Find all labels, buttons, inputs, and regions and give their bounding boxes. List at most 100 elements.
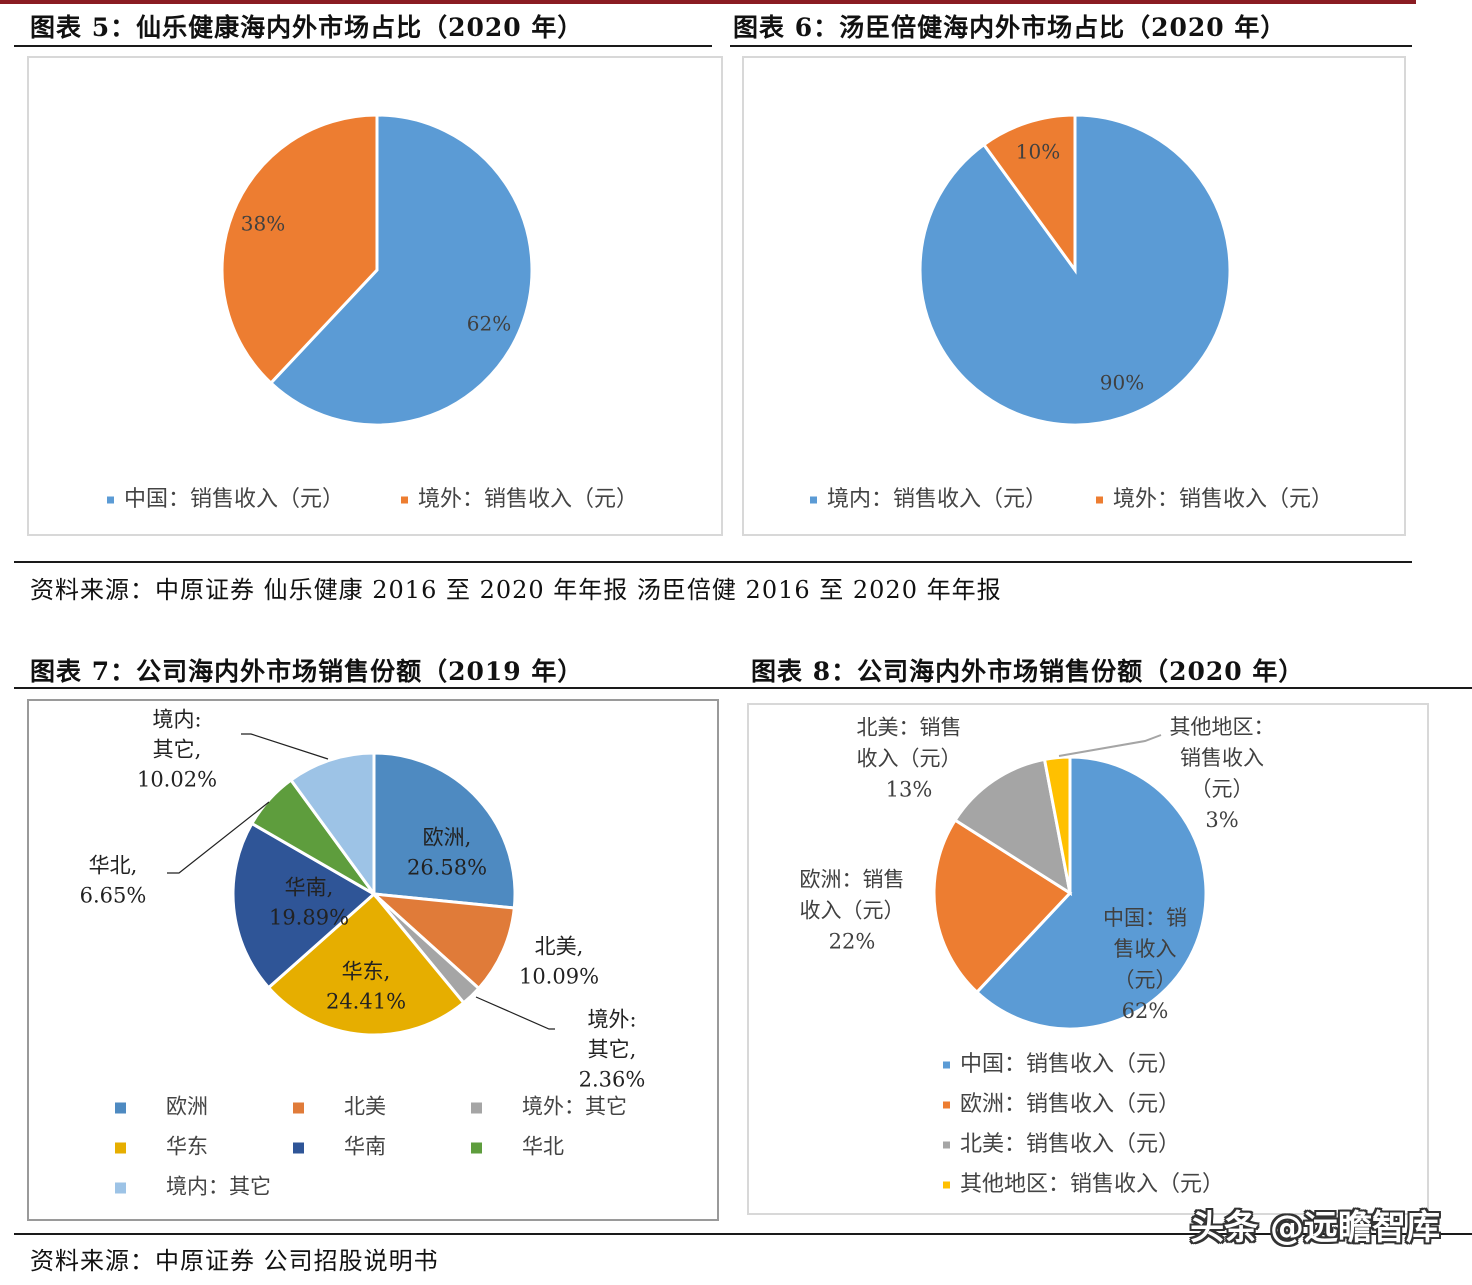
figure-8-pie-chart: 中国：销售收入（元）62%欧洲：销售收入（元）22%北美：销售收入（元）13%其…: [800, 715, 1275, 1197]
figure-6-rule: [730, 45, 1412, 47]
legend-item-2: 境外：销售收入（元）: [1096, 487, 1333, 512]
legend-label: 境外：其它: [522, 1095, 627, 1119]
leader-line-other-regions: [1058, 734, 1162, 757]
legend-marker: [943, 1141, 950, 1149]
pie-slice-1: [372, 751, 517, 910]
legend-marker: [471, 1102, 482, 1114]
data-label-1-line-1: 62%: [467, 312, 511, 336]
leader-line-north-china: [167, 801, 270, 874]
legend-item-4: 华东: [115, 1135, 208, 1159]
pie-slice-2: [932, 818, 1073, 995]
pie-slice-2: [369, 892, 516, 991]
data-label-2: 38%: [241, 212, 285, 236]
data-label-6-line-2: 6.65%: [80, 884, 147, 908]
legend-marker: [115, 1142, 126, 1154]
source-rule-top: [14, 561, 1412, 563]
pie-slice-4: [266, 891, 466, 1037]
legend-label: 北美：销售收入（元）: [960, 1132, 1180, 1157]
pie-slice-3: [953, 757, 1073, 897]
data-label-2: 欧洲：销售收入（元） 22%: [800, 868, 905, 954]
data-label-1: 欧洲, 26.58%: [407, 826, 487, 880]
data-label-2-line-1: 10%: [1016, 140, 1060, 164]
legend-label: 华北: [522, 1135, 564, 1159]
data-label-4-line-2: 销售收入: [1180, 746, 1264, 770]
data-label-1-line-3: （元）: [1114, 968, 1177, 992]
pie-slice-2: [220, 113, 379, 386]
figure-5-chart-frame: 62% 38% 中国：销售收入（元） 境外：销售收入（元）: [27, 56, 723, 536]
data-label-1-line-2: 售收入: [1114, 937, 1177, 961]
legend-label: 欧洲：销售收入（元）: [960, 1092, 1180, 1117]
data-label-2-line-1: 欧洲：销售: [800, 868, 905, 892]
legend-item-3: 境外：其它: [471, 1095, 627, 1119]
figure-6-pie-chart: 90% 10% 境内：销售收入（元） 境外：销售收入（元）: [810, 113, 1333, 512]
figure-8-title: 图表 8：公司海内外市场销售份额（2020 年）: [751, 657, 1305, 686]
pie-slice-1: [974, 755, 1208, 1031]
data-label-7-line-2: 其它,: [153, 738, 202, 762]
data-label-7: 境内: 其它, 10.02%: [137, 708, 217, 792]
legend-item-6: 华北: [471, 1135, 564, 1159]
data-label-2-line-2: 收入（元）: [800, 899, 905, 923]
figure-5-title: 图表 5：仙乐健康海内外市场占比（2020 年）: [30, 13, 584, 42]
source-rule-bottom: [14, 1233, 1472, 1235]
legend-label: 华东: [166, 1135, 208, 1159]
data-label-4-line-1: 华东,: [342, 960, 391, 984]
legend-item-7: 境内：其它: [115, 1175, 271, 1199]
legend-label: 境外：销售收入（元）: [1113, 487, 1333, 512]
legend-label: 其他地区：销售收入（元）: [960, 1172, 1224, 1197]
data-label-1: 中国：销售收入 （元） 62%: [1103, 906, 1187, 1023]
legend-label: 境外：销售收入（元）: [418, 487, 638, 512]
data-label-1-line-1: 欧洲,: [423, 826, 472, 850]
figure-5-pie-chart: 62% 38% 中国：销售收入（元） 境外：销售收入（元）: [107, 113, 638, 512]
data-label-4-line-1: 其他地区：: [1170, 715, 1275, 739]
data-label-3-line-3: 13%: [886, 778, 933, 802]
figure-6-chart-frame: 90% 10% 境内：销售收入（元） 境外：销售收入（元）: [742, 56, 1406, 536]
figure-8-chart-frame: 中国：销 售收入 （元） 62% 欧洲：销售 收入（元） 22% 北美：销售 收入（元） 13% 其…: [747, 703, 1429, 1215]
legend-item-1: 境内：销售收入（元）: [810, 487, 1047, 512]
pie-slice-1: [268, 113, 534, 427]
data-label-6: 华北, 6.65%: [80, 854, 147, 908]
data-label-3-line-1: 境外:: [587, 1008, 636, 1032]
figure-5-rule: [14, 45, 712, 47]
data-label-3: 北美：销售收入（元） 13%: [857, 716, 962, 802]
data-label-3: 境外: 其它, 2.36%: [579, 1008, 646, 1092]
legend-marker: [1096, 496, 1103, 504]
legend-label: 境内：销售收入（元）: [827, 487, 1047, 512]
data-label-7-line-1: 境内:: [152, 708, 201, 732]
legend-item-5: 华南: [293, 1135, 386, 1159]
source-note-bottom: 资料来源：中原证券 公司招股说明书: [30, 1247, 439, 1275]
legend-marker: [943, 1101, 950, 1109]
legend-marker: [401, 496, 408, 504]
pie-slice-7: [288, 751, 376, 899]
data-label-2-line-1: 38%: [241, 212, 285, 236]
legend-label: 境内：其它: [166, 1175, 271, 1199]
data-label-3-line-1: 北美：销售: [857, 716, 962, 740]
legend-label: 欧洲: [166, 1095, 208, 1119]
legend-marker: [943, 1061, 950, 1069]
legend-marker: [471, 1142, 482, 1154]
data-label-2-line-3: 22%: [829, 930, 876, 954]
legend-item-2: 境外：销售收入（元）: [401, 487, 638, 512]
data-label-5-line-2: 19.89%: [269, 906, 349, 930]
data-label-2-line-2: 10.09%: [519, 965, 599, 989]
data-label-4: 其他地区： 销售收入 （元） 3%: [1170, 715, 1275, 832]
legend-item-1: 中国：销售收入（元）: [107, 487, 344, 512]
figure-7-title: 图表 7：公司海内外市场销售份额（2019 年）: [30, 657, 584, 686]
legend-marker: [810, 496, 817, 504]
pie-slice-2: [981, 113, 1077, 275]
legend-label: 北美: [344, 1095, 386, 1119]
data-label-3-line-3: 2.36%: [579, 1068, 646, 1092]
legend-marker: [943, 1181, 950, 1189]
legend-label: 中国：销售收入（元）: [124, 487, 344, 512]
legend-item-2: 北美: [293, 1095, 386, 1119]
legend-marker: [107, 496, 114, 504]
legend-item-2: 欧洲：销售收入（元）: [943, 1092, 1180, 1117]
data-label-1-line-1: 90%: [1100, 371, 1144, 395]
figure-7-pie-chart: 欧洲, 26.58% 北美, 10.09% 境外: 其它, 2.36% 华东, 24.41% 华南…: [80, 708, 646, 1199]
legend-marker: [293, 1142, 304, 1154]
data-label-5-line-1: 华南,: [285, 876, 334, 900]
legend-item-1: 欧洲: [115, 1095, 208, 1119]
data-label-3-line-2: 其它,: [588, 1038, 637, 1062]
data-label-4-line-3: （元）: [1191, 777, 1254, 801]
data-label-2: 北美, 10.09%: [519, 935, 599, 989]
data-label-1-line-4: 62%: [1122, 999, 1169, 1023]
